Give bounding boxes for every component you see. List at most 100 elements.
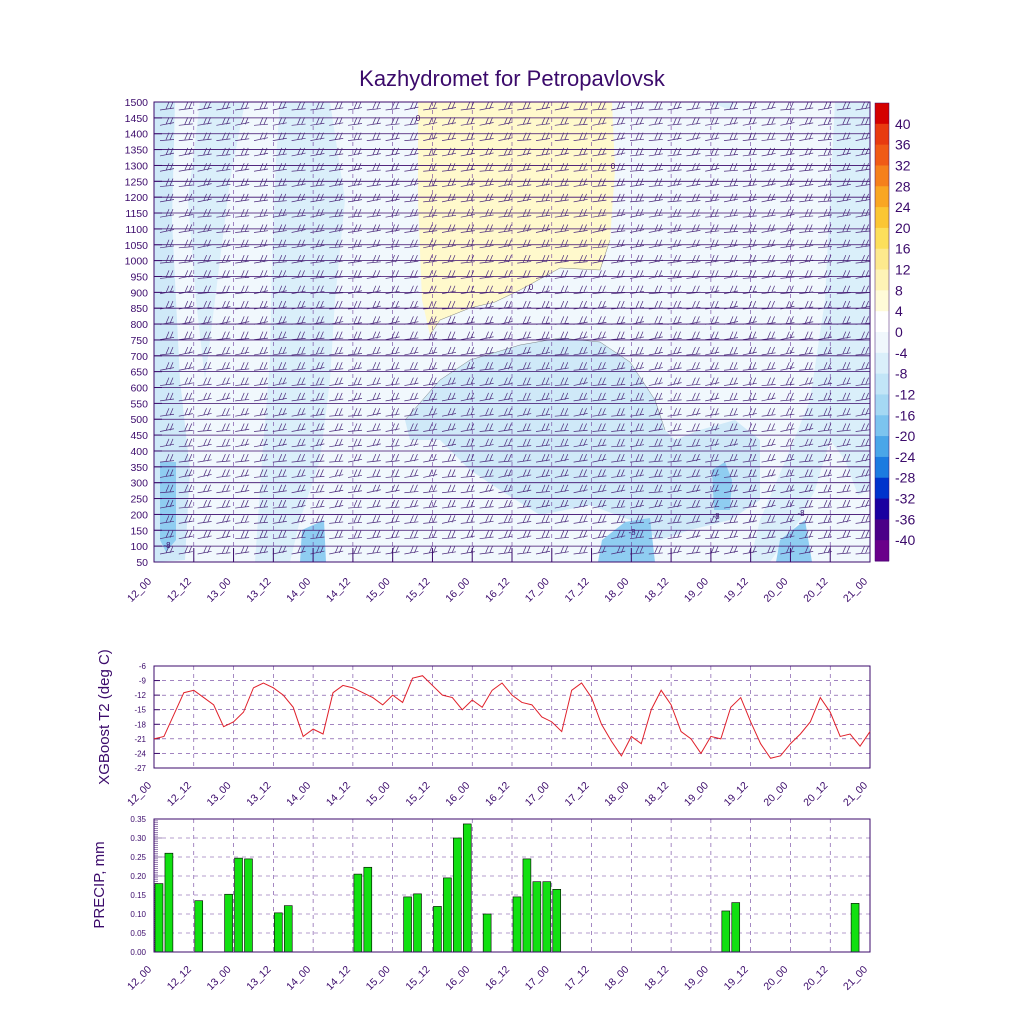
wind-barb bbox=[235, 423, 250, 432]
wind-barb bbox=[817, 484, 833, 494]
wind-barb bbox=[272, 408, 287, 417]
wind-barb bbox=[836, 545, 851, 555]
heatmap-x-tick-label: 20_00 bbox=[761, 576, 790, 605]
heatmap-y-tick-label: 500 bbox=[130, 414, 148, 426]
t2-x-tick-label: 18_00 bbox=[602, 780, 631, 809]
wind-barb bbox=[479, 346, 494, 356]
wind-barb bbox=[498, 545, 513, 555]
wind-barb bbox=[554, 438, 569, 448]
wind-barb bbox=[498, 469, 513, 478]
wind-barb bbox=[404, 469, 419, 478]
wind-barb bbox=[855, 499, 870, 509]
t2-y-tick-label: -24 bbox=[134, 749, 146, 758]
wind-barb bbox=[855, 316, 870, 325]
heatmap-y-tick-label: 150 bbox=[130, 525, 148, 537]
wind-barb bbox=[366, 408, 381, 417]
wind-barb bbox=[517, 300, 532, 310]
wind-barb bbox=[253, 438, 269, 448]
contour-label: -8 bbox=[712, 512, 720, 521]
wind-barb bbox=[272, 331, 287, 341]
wind-barb bbox=[723, 224, 739, 233]
wind-barb bbox=[197, 193, 212, 203]
wind-barb bbox=[291, 377, 306, 386]
wind-barb bbox=[441, 469, 457, 478]
wind-barb bbox=[329, 132, 344, 141]
wind-barb bbox=[554, 300, 569, 310]
wind-barb bbox=[667, 545, 682, 555]
wind-barb bbox=[460, 408, 475, 417]
wind-barb bbox=[573, 545, 588, 555]
wind-barb bbox=[159, 117, 175, 126]
precip-bar bbox=[353, 873, 363, 953]
wind-barb bbox=[347, 408, 363, 417]
wind-barb bbox=[686, 300, 701, 310]
wind-barb bbox=[761, 285, 776, 295]
wind-barb bbox=[235, 454, 250, 463]
heatmap-y-tick-label: 400 bbox=[130, 446, 148, 458]
wind-barb bbox=[423, 117, 438, 126]
wind-barb bbox=[780, 454, 795, 463]
wind-barb bbox=[423, 515, 438, 524]
wind-barb bbox=[723, 423, 739, 432]
wind-barb bbox=[667, 346, 682, 356]
wind-barb bbox=[667, 438, 682, 448]
heatmap-y-tick-label: 1050 bbox=[125, 240, 149, 252]
wind-barb bbox=[329, 224, 344, 233]
wind-barb bbox=[216, 545, 231, 555]
wind-barb bbox=[460, 209, 475, 218]
heatmap-y-tick-label: 850 bbox=[130, 303, 148, 315]
wind-barb bbox=[460, 346, 475, 356]
wind-barb bbox=[648, 484, 663, 494]
wind-barb bbox=[441, 499, 457, 509]
wind-barb bbox=[385, 423, 400, 432]
wind-barb bbox=[817, 239, 833, 249]
wind-barb bbox=[817, 178, 833, 187]
wind-barb bbox=[535, 499, 551, 509]
wind-barb bbox=[667, 101, 682, 111]
wind-barb bbox=[253, 499, 269, 509]
colorbar-swatch bbox=[875, 477, 889, 500]
wind-barb bbox=[517, 163, 532, 172]
wind-barb bbox=[780, 331, 795, 340]
wind-barb bbox=[441, 408, 457, 417]
wind-barb bbox=[573, 515, 588, 524]
wind-barb bbox=[817, 224, 833, 233]
wind-barb bbox=[385, 163, 400, 172]
wind-barb bbox=[479, 193, 494, 203]
wind-barb bbox=[423, 101, 438, 111]
wind-barb bbox=[329, 438, 344, 448]
wind-barb bbox=[216, 193, 231, 203]
wind-barb bbox=[178, 438, 193, 448]
wind-barb bbox=[517, 423, 532, 432]
wind-barb bbox=[780, 423, 795, 432]
wind-barb bbox=[347, 132, 363, 141]
wind-barb bbox=[855, 224, 870, 233]
wind-barb bbox=[347, 254, 363, 264]
wind-barb bbox=[554, 117, 569, 126]
wind-barb bbox=[629, 163, 645, 172]
heatmap-y-tick-label: 800 bbox=[130, 319, 148, 331]
wind-barb bbox=[310, 163, 325, 172]
wind-barb bbox=[705, 362, 720, 371]
precip-x-tick-label: 17_12 bbox=[563, 964, 592, 993]
wind-barb bbox=[253, 331, 269, 341]
wind-barb bbox=[178, 408, 193, 417]
wind-barb bbox=[592, 469, 607, 478]
wind-barb bbox=[235, 438, 250, 448]
wind-barb bbox=[554, 331, 569, 341]
wind-barb bbox=[404, 209, 419, 218]
wind-barb bbox=[329, 454, 344, 463]
wind-barb bbox=[159, 224, 175, 233]
wind-barb bbox=[272, 530, 287, 540]
wind-barb bbox=[366, 423, 381, 432]
wind-barb bbox=[291, 147, 306, 157]
wind-barb bbox=[347, 377, 363, 386]
wind-barb bbox=[159, 454, 175, 463]
precip-x-tick-label: 12_12 bbox=[165, 964, 194, 993]
wind-barb bbox=[366, 193, 381, 203]
wind-barb bbox=[272, 224, 287, 233]
heatmap-y-tick-label: 1000 bbox=[125, 256, 149, 268]
wind-barb bbox=[855, 178, 870, 187]
wind-barb bbox=[742, 392, 757, 402]
wind-barb bbox=[554, 193, 569, 203]
